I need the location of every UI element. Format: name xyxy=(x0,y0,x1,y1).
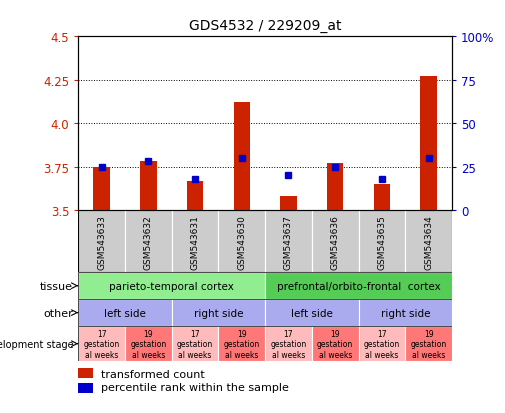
Text: 17
gestation
al weeks: 17 gestation al weeks xyxy=(270,329,307,358)
Bar xyxy=(265,299,359,326)
Text: tissue: tissue xyxy=(40,281,73,291)
Text: left side: left side xyxy=(291,308,333,318)
Text: GSM543631: GSM543631 xyxy=(190,214,199,269)
Bar xyxy=(125,211,172,273)
Text: GSM543636: GSM543636 xyxy=(331,214,340,269)
Text: 17
gestation
al weeks: 17 gestation al weeks xyxy=(83,329,120,358)
Bar xyxy=(172,326,219,361)
Bar xyxy=(78,383,93,393)
Text: left side: left side xyxy=(104,308,146,318)
Bar xyxy=(172,299,265,326)
Text: GSM543632: GSM543632 xyxy=(144,214,153,269)
Text: GSM543635: GSM543635 xyxy=(377,214,386,269)
Bar xyxy=(78,211,125,273)
Text: right side: right side xyxy=(193,308,243,318)
Text: 19
gestation
al weeks: 19 gestation al weeks xyxy=(130,329,167,358)
Bar xyxy=(78,368,93,378)
Bar xyxy=(265,211,312,273)
Text: 17
gestation
al weeks: 17 gestation al weeks xyxy=(364,329,400,358)
Text: percentile rank within the sample: percentile rank within the sample xyxy=(100,382,288,392)
Bar xyxy=(78,299,172,326)
Text: GSM543630: GSM543630 xyxy=(237,214,246,269)
Bar xyxy=(421,77,437,211)
Bar xyxy=(280,197,296,211)
Bar xyxy=(374,185,390,211)
Bar xyxy=(93,167,110,211)
Text: GSM543637: GSM543637 xyxy=(284,214,293,269)
Bar xyxy=(359,211,406,273)
Bar xyxy=(406,211,452,273)
Bar xyxy=(172,211,219,273)
Bar xyxy=(359,299,452,326)
Title: GDS4532 / 229209_at: GDS4532 / 229209_at xyxy=(189,19,341,33)
Bar xyxy=(187,181,203,211)
Bar xyxy=(219,211,265,273)
Bar xyxy=(327,164,343,211)
Text: development stage: development stage xyxy=(0,339,73,349)
Text: parieto-temporal cortex: parieto-temporal cortex xyxy=(109,281,234,291)
Text: 19
gestation
al weeks: 19 gestation al weeks xyxy=(224,329,260,358)
Bar xyxy=(219,326,265,361)
Bar xyxy=(312,211,359,273)
Bar xyxy=(78,273,265,299)
Bar xyxy=(234,103,250,211)
Text: GSM543634: GSM543634 xyxy=(424,214,433,269)
Text: 19
gestation
al weeks: 19 gestation al weeks xyxy=(317,329,353,358)
Text: transformed count: transformed count xyxy=(100,369,205,379)
Bar xyxy=(406,326,452,361)
Bar xyxy=(312,326,359,361)
Text: prefrontal/orbito-frontal  cortex: prefrontal/orbito-frontal cortex xyxy=(277,281,440,291)
Bar xyxy=(359,326,406,361)
Text: right side: right side xyxy=(380,308,430,318)
Bar xyxy=(265,326,312,361)
Bar xyxy=(125,326,172,361)
Bar xyxy=(140,162,157,211)
Text: GSM543633: GSM543633 xyxy=(97,214,106,269)
Text: 17
gestation
al weeks: 17 gestation al weeks xyxy=(177,329,213,358)
Bar xyxy=(265,273,452,299)
Text: 19
gestation
al weeks: 19 gestation al weeks xyxy=(411,329,447,358)
Text: other: other xyxy=(43,308,73,318)
Bar xyxy=(78,326,125,361)
